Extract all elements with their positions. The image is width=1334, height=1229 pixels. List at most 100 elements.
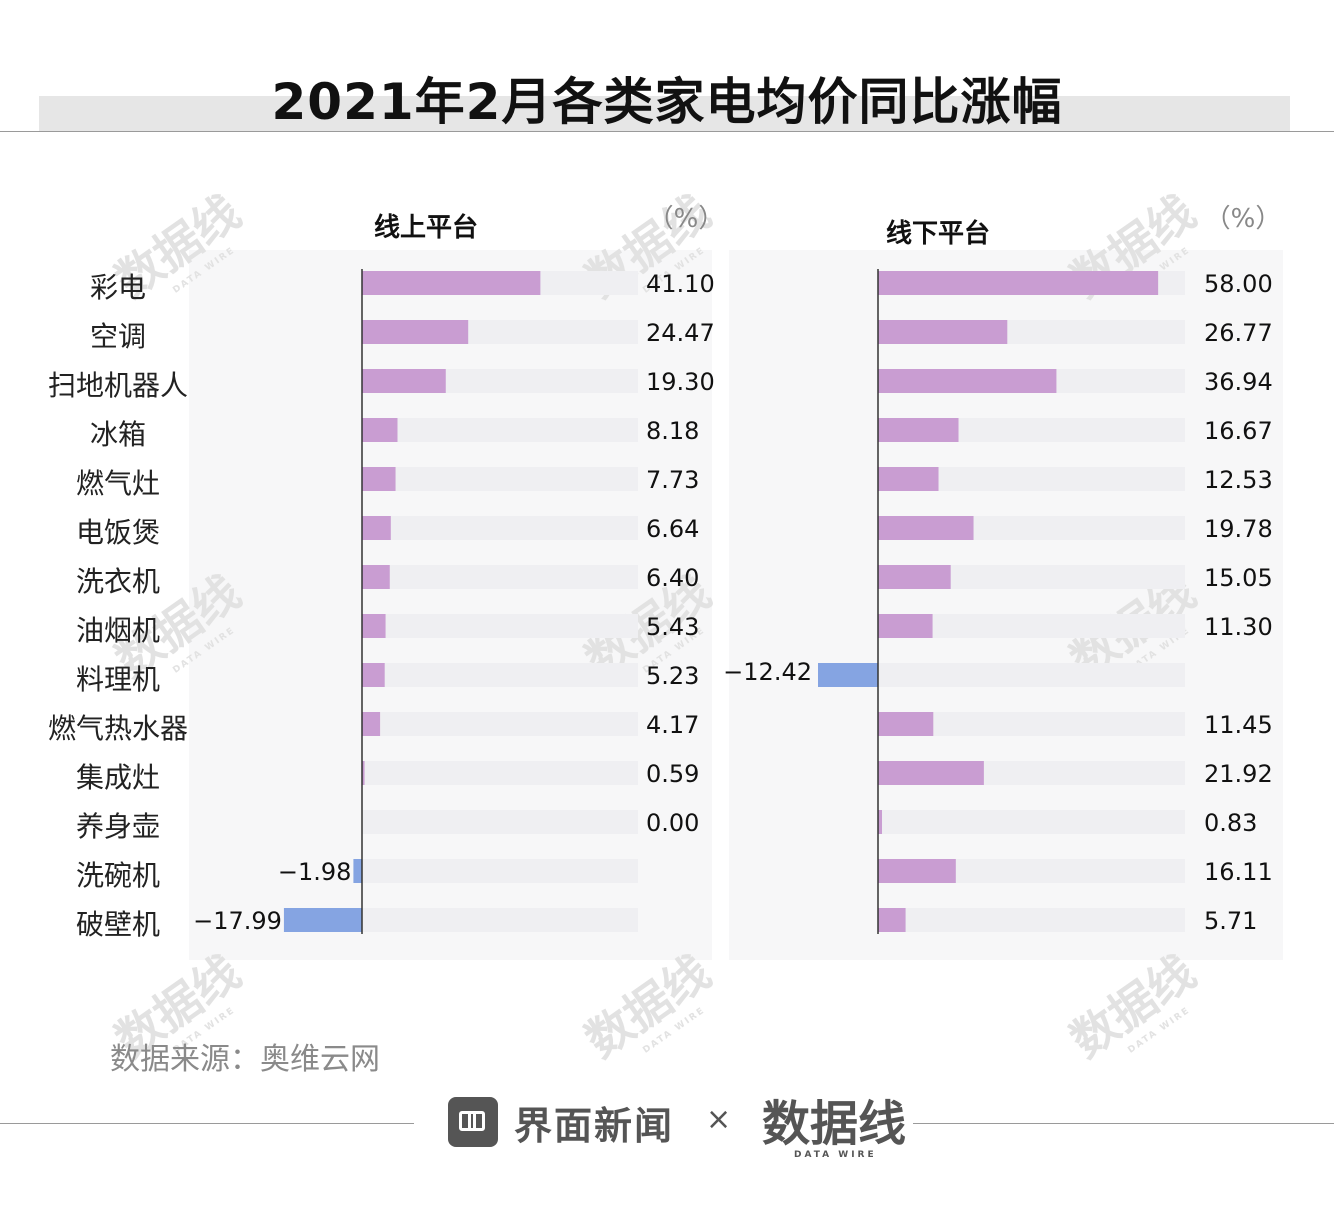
brand-jiemian: 界面新闻 <box>448 1096 674 1148</box>
category-label: 破壁机 <box>76 908 160 941</box>
offline-value-label: 15.05 <box>1204 564 1273 592</box>
online-value-label: 24.47 <box>646 319 715 347</box>
online-value-label: 0.59 <box>646 760 699 788</box>
footer-rule-right <box>913 1123 1334 1124</box>
offline-bar <box>878 418 959 442</box>
offline-bar <box>878 271 1159 295</box>
offline-value-label: 16.11 <box>1204 858 1273 886</box>
online-value-label: 6.40 <box>646 564 699 592</box>
offline-bar <box>878 320 1008 344</box>
offline-value-label: 58.00 <box>1204 270 1273 298</box>
offline-bar <box>878 712 934 736</box>
category-label: 料理机 <box>76 663 160 696</box>
offline-value-label: 16.67 <box>1204 417 1273 445</box>
online-value-label: 6.64 <box>646 515 699 543</box>
offline-bar <box>878 565 951 589</box>
offline-value-label: 0.83 <box>1204 809 1257 837</box>
offline-bar <box>878 810 883 834</box>
offline-value-label: 36.94 <box>1204 368 1273 396</box>
online-value-label: 5.43 <box>646 613 699 641</box>
offline-value-label: −12.42 <box>723 658 812 686</box>
brand-datawire-logo: 数据线 DATA WIRE <box>762 1096 907 1160</box>
offline-bar <box>878 761 984 785</box>
data-source-note: 数据来源：奥维云网 <box>110 1042 380 1077</box>
online-bar-track <box>362 516 638 540</box>
online-bar-track <box>362 565 638 589</box>
offline-value-label: 5.71 <box>1204 907 1257 935</box>
online-value-label: 5.23 <box>646 662 699 690</box>
online-bar <box>283 908 362 932</box>
online-unit-label: （%） <box>648 204 725 234</box>
offline-value-label: 19.78 <box>1204 515 1273 543</box>
online-bar <box>362 418 398 442</box>
online-bar-track <box>362 467 638 491</box>
offline-bar-track <box>878 810 1185 834</box>
offline-bar <box>878 614 933 638</box>
title-band <box>39 96 1290 132</box>
offline-bar <box>818 663 878 687</box>
offline-bar <box>878 516 974 540</box>
online-bar-track <box>362 663 638 687</box>
online-value-label: 19.30 <box>646 368 715 396</box>
online-panel-background <box>189 250 712 960</box>
category-label: 洗衣机 <box>76 565 160 598</box>
online-value-label: 8.18 <box>646 417 699 445</box>
online-bar <box>362 663 385 687</box>
online-bar <box>362 271 541 295</box>
online-value-label: 41.10 <box>646 270 715 298</box>
online-bar-track <box>362 614 638 638</box>
online-bar <box>362 467 396 491</box>
online-value-label: 4.17 <box>646 711 699 739</box>
category-label: 扫地机器人 <box>48 369 188 402</box>
brand-separator: × <box>706 1102 732 1137</box>
category-label: 空调 <box>90 320 146 353</box>
category-label: 集成灶 <box>76 761 160 794</box>
category-label: 油烟机 <box>76 614 160 647</box>
online-value-label: 7.73 <box>646 466 699 494</box>
offline-bar <box>878 859 956 883</box>
online-value-label: 0.00 <box>646 809 699 837</box>
online-bar-track <box>362 810 638 834</box>
online-value-label: −1.98 <box>278 858 352 886</box>
online-bar <box>362 614 386 638</box>
offline-bar-track <box>878 908 1185 932</box>
online-bar-track <box>362 712 638 736</box>
category-label: 燃气灶 <box>76 467 160 500</box>
chart-title: 2021年2月各类家电均价同比涨幅 <box>271 73 1063 131</box>
online-bar <box>362 565 390 589</box>
offline-bar <box>878 467 939 491</box>
offline-panel-background <box>729 250 1283 960</box>
offline-value-label: 11.45 <box>1204 711 1273 739</box>
offline-value-label: 21.92 <box>1204 760 1273 788</box>
offline-unit-label: （%） <box>1205 204 1282 234</box>
title-underline <box>0 131 1334 132</box>
offline-panel-title: 线下平台 <box>886 218 990 249</box>
online-bar <box>362 761 365 785</box>
offline-bar-track <box>878 663 1185 687</box>
online-bar-track <box>362 908 638 932</box>
offline-value-label: 26.77 <box>1204 319 1273 347</box>
category-label: 冰箱 <box>90 418 146 451</box>
brand-name: 界面新闻 <box>514 1103 675 1148</box>
category-label: 彩电 <box>90 271 146 304</box>
offline-value-label: 11.30 <box>1204 613 1273 641</box>
online-bar <box>362 320 469 344</box>
footer-rule-left <box>0 1123 414 1124</box>
online-bar <box>362 516 391 540</box>
online-bar <box>353 859 362 883</box>
category-label: 养身壶 <box>76 810 160 843</box>
category-label: 电饭煲 <box>76 516 160 549</box>
offline-bar <box>878 369 1057 393</box>
online-value-label: −17.99 <box>193 907 282 935</box>
offline-bar <box>878 908 906 932</box>
online-bar <box>362 369 446 393</box>
jiemian-logo-icon <box>448 1097 498 1147</box>
online-bar-track <box>362 859 638 883</box>
online-bar-track <box>362 418 638 442</box>
online-bar-track <box>362 761 638 785</box>
online-bar <box>362 712 381 736</box>
category-label: 燃气热水器 <box>48 712 188 745</box>
category-label: 洗碗机 <box>76 859 160 892</box>
offline-value-label: 12.53 <box>1204 466 1273 494</box>
